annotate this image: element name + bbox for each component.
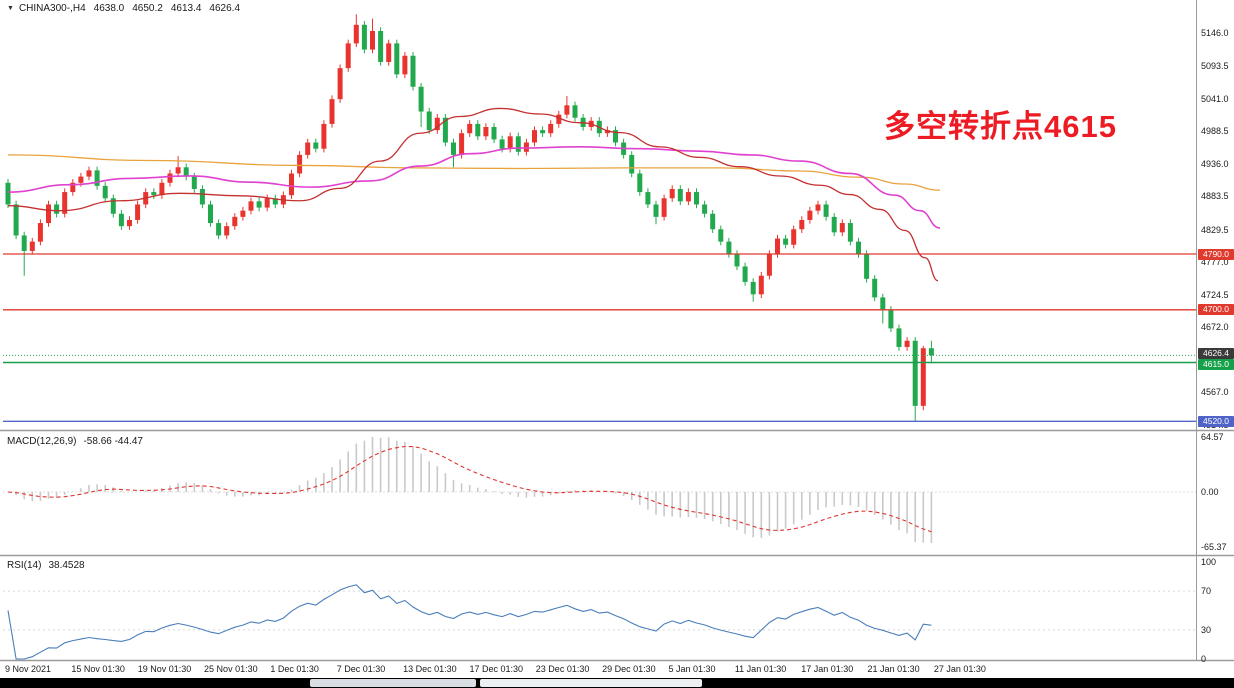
rsi-axis-tick: 100 xyxy=(1201,557,1217,567)
rsi-axis-tick: 0 xyxy=(1201,654,1207,664)
price-axis-tick: 4777.0 xyxy=(1201,257,1229,268)
price-tag-4520.0: 4520.0 xyxy=(1198,415,1234,427)
candles-group xyxy=(5,14,934,421)
ma-slow-line xyxy=(7,154,941,191)
rsi-value: 38.4528 xyxy=(48,560,85,571)
ohlc-high-value: 4650.2 xyxy=(132,3,163,14)
ohlc-open-value: 4638.0 xyxy=(93,3,125,14)
macd-axis-tick: -65.37 xyxy=(1201,542,1227,553)
price-axis-tick: 5093.5 xyxy=(1201,60,1229,71)
price-axis-tick: 4724.5 xyxy=(1201,289,1229,300)
ohlc-close-value: 4626.4 xyxy=(209,3,241,14)
symbol-ohlc-bar: ▼ CHINA300-,H4 4638.0 4650.2 4613.4 4626… xyxy=(7,3,240,14)
rsi-axis-tick: 70 xyxy=(1201,586,1212,597)
time-axis-label: 17 Jan 01:30 xyxy=(801,664,854,674)
price-axis-tick: 4567.0 xyxy=(1201,387,1229,398)
time-axis-label: 25 Nov 01:30 xyxy=(204,664,258,674)
rsi-label: RSI(14) 38.4528 xyxy=(7,560,85,571)
symbol-name: CHINA300-,H4 xyxy=(18,3,86,14)
price-axis-tick: 4988.5 xyxy=(1201,126,1229,137)
price-axis-tick: 4829.5 xyxy=(1201,224,1229,235)
price-tag-4626.4: 4626.4 xyxy=(1198,348,1234,359)
price-axis-tick: 4672.0 xyxy=(1201,322,1229,333)
taskbar-item[interactable] xyxy=(310,679,476,687)
price-axis-tick: 5146.0 xyxy=(1201,28,1229,39)
macd-label: MACD(12,26,9) -58.66 -44.47 xyxy=(7,436,143,447)
ma-mid-line xyxy=(7,146,941,229)
price-axis-tick: 5041.0 xyxy=(1201,93,1229,104)
rsi-name: RSI(14) xyxy=(7,560,42,571)
ohlc-low-value: 4613.4 xyxy=(170,3,202,14)
time-axis-label: 13 Dec 01:30 xyxy=(403,664,457,674)
macd-signal-line xyxy=(7,445,932,533)
time-axis-label: 23 Dec 01:30 xyxy=(535,664,590,674)
time-axis-label: 9 Nov 2021 xyxy=(5,664,52,674)
macd-axis-tick: 64.57 xyxy=(1201,432,1224,443)
time-axis-label: 29 Dec 01:30 xyxy=(602,664,656,674)
time-axis-label: 27 Jan 01:30 xyxy=(933,664,986,674)
time-axis-label: 19 Nov 01:30 xyxy=(137,664,192,674)
macd-histogram xyxy=(15,437,933,544)
time-axis-label: 17 Dec 01:30 xyxy=(469,664,523,674)
time-axis-label: 7 Dec 01:30 xyxy=(336,664,386,674)
taskbar xyxy=(0,678,1234,688)
macd-name: MACD(12,26,9) xyxy=(7,436,77,447)
rsi-axis-tick: 30 xyxy=(1201,624,1212,635)
time-axis-label: 5 Jan 01:30 xyxy=(668,664,716,674)
turning-point-annotation[interactable]: 多空转折点4615 xyxy=(884,109,1117,144)
taskbar-item[interactable] xyxy=(480,679,702,687)
collapse-triangle-icon[interactable]: ▼ xyxy=(7,5,14,12)
time-axis-label: 15 Nov 01:30 xyxy=(71,664,125,674)
time-axis-label: 1 Dec 01:30 xyxy=(270,664,319,674)
time-axis-label: 11 Jan 01:30 xyxy=(734,664,787,674)
price-tag-4790.0: 4790.0 xyxy=(1198,248,1234,260)
price-tag-4700.0: 4700.0 xyxy=(1198,304,1234,316)
macd-axis-tick: 0.00 xyxy=(1201,487,1219,497)
time-axis-label: 21 Jan 01:30 xyxy=(867,664,920,674)
price-axis-tick: 4883.5 xyxy=(1201,191,1229,202)
ma-fast-line xyxy=(7,107,939,282)
price-axis-tick: 4936.0 xyxy=(1201,158,1229,169)
price-tag-4615.0: 4615.0 xyxy=(1198,359,1234,370)
rsi-line xyxy=(7,584,932,660)
macd-values: -58.66 -44.47 xyxy=(83,436,143,447)
